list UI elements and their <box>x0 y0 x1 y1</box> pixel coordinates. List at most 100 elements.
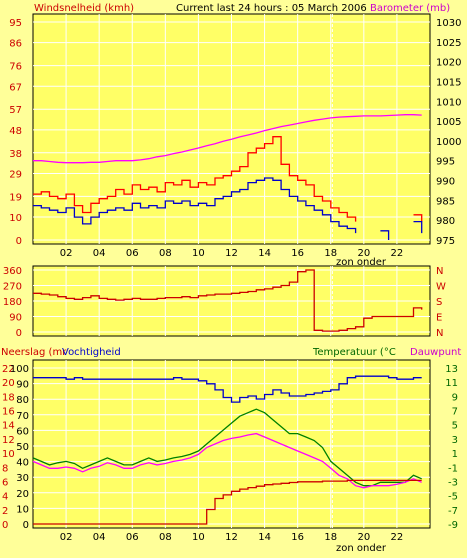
series-temperature <box>32 408 422 487</box>
hour-label-bottom: 10 <box>192 532 205 543</box>
temp-tick-label: 9 <box>452 392 458 403</box>
rain-tick-label: 6 <box>2 477 8 488</box>
temp-tick-label: -7 <box>448 506 458 517</box>
hour-label-top: 14 <box>258 248 271 259</box>
barometer-tick-label: 995 <box>436 157 455 168</box>
zon-onder-label-top: zon onder <box>336 257 387 268</box>
humidity-tick-label: 80 <box>16 395 29 406</box>
direction-tick-label: 360 <box>3 266 22 277</box>
temp-tick-label: -1 <box>448 463 458 474</box>
rain-tick-label: 8 <box>2 463 8 474</box>
hour-label-top: 22 <box>391 248 404 259</box>
direction-tick-label: 270 <box>3 282 22 293</box>
barometer-tick-label: 1015 <box>436 77 461 88</box>
humidity-tick-label: 10 <box>16 504 29 515</box>
humidity-tick-label: 30 <box>16 473 29 484</box>
humidity-tick-label: 70 <box>16 411 29 422</box>
humidity-tick-label: 0 <box>23 520 29 531</box>
hour-label-top: 10 <box>192 248 205 259</box>
hour-label-bottom: 02 <box>60 532 73 543</box>
wind-tick-label: 0 <box>16 236 22 247</box>
direction-tick-label: 0 <box>16 328 22 339</box>
series-rain <box>33 479 422 525</box>
grid-wind <box>33 14 430 244</box>
temp-tick-label: 11 <box>445 378 458 389</box>
temp-tick-label: 5 <box>452 421 458 432</box>
barometer-tick-label: 1030 <box>436 18 461 29</box>
hour-label-top: 16 <box>291 248 304 259</box>
hour-label-bottom: 20 <box>357 532 370 543</box>
humidity-tick-label: 100 <box>10 364 29 375</box>
humidity-tick-label: 60 <box>16 426 29 437</box>
rain-tick-label: 12 <box>2 435 15 446</box>
temp-tick-label: -9 <box>448 520 458 531</box>
barometer-tick-label: 1025 <box>436 38 461 49</box>
rain-tick-label: 10 <box>2 449 15 460</box>
temp-tick-label: 13 <box>445 364 458 375</box>
barometer-tick-label: 985 <box>436 196 455 207</box>
wind-tick-label: 76 <box>9 62 22 73</box>
hour-label-top: 08 <box>159 248 172 259</box>
series-wind <box>33 177 423 240</box>
rain-tick-label: 14 <box>2 421 15 432</box>
header-right-title: Barometer (mb) <box>370 3 450 14</box>
temp-tick-label: -3 <box>448 477 458 488</box>
wind-tick-label: 95 <box>9 18 22 29</box>
series-humidity <box>33 375 422 403</box>
header-rain: Neerslag (mr <box>1 347 67 358</box>
wind-tick-label: 67 <box>9 82 22 93</box>
wind-tick-label: 48 <box>9 126 22 137</box>
header-humidity: Vochtigheid <box>62 347 121 358</box>
barometer-tick-label: 1020 <box>436 58 461 69</box>
lines-humidity <box>32 375 422 525</box>
temp-tick-label: 3 <box>452 435 458 446</box>
header-dewpoint: Dauwpunt <box>410 347 461 358</box>
compass-label: N <box>436 266 443 277</box>
rain-tick-label: 18 <box>2 392 15 403</box>
header-temperature: Temperatuur (°C <box>312 347 396 358</box>
temp-tick-label: 7 <box>452 407 458 418</box>
header-left-title: Windsnelheid (kmh) <box>34 3 134 14</box>
wind-tick-label: 57 <box>9 105 22 116</box>
barometer-tick-label: 990 <box>436 177 455 188</box>
rain-tick-label: 16 <box>2 407 15 418</box>
hour-label-top: 18 <box>324 248 337 259</box>
hour-label-top: 06 <box>126 248 139 259</box>
direction-tick-label: 180 <box>3 297 22 308</box>
humidity-tick-label: 20 <box>16 489 29 500</box>
hour-label-top: 04 <box>93 248 106 259</box>
rain-tick-label: 4 <box>2 492 8 503</box>
series-dewpoint <box>32 432 422 489</box>
humidity-tick-label: 40 <box>16 458 29 469</box>
hour-label-bottom: 18 <box>324 532 337 543</box>
rain-tick-label: 20 <box>2 378 15 389</box>
wind-tick-label: 29 <box>9 169 22 180</box>
hour-label-bottom: 08 <box>159 532 172 543</box>
lines-wind <box>33 114 423 240</box>
compass-label: E <box>436 313 442 324</box>
humidity-tick-label: 50 <box>16 442 29 453</box>
hour-label-bottom: 04 <box>93 532 106 543</box>
series-direction <box>33 269 423 332</box>
barometer-tick-label: 980 <box>436 216 455 227</box>
barometer-tick-label: 1005 <box>436 117 461 128</box>
compass-label: N <box>436 328 443 339</box>
wind-tick-label: 38 <box>9 149 22 160</box>
hour-label-bottom: 22 <box>391 532 404 543</box>
rain-tick-label: 2 <box>2 506 8 517</box>
direction-tick-label: 90 <box>9 313 22 324</box>
lines-direction <box>33 269 423 332</box>
grid-direction <box>33 266 430 336</box>
compass-label: S <box>436 297 442 308</box>
temp-tick-label: -5 <box>448 492 458 503</box>
rain-tick-label: 0 <box>2 520 8 531</box>
wind-tick-label: 86 <box>9 39 22 50</box>
temp-tick-label: 1 <box>452 449 458 460</box>
barometer-tick-label: 1010 <box>436 97 461 108</box>
hour-label-top: 20 <box>357 248 370 259</box>
tick-labels: 0202040406060808101012121414161618182020… <box>2 18 461 543</box>
wind-tick-label: 19 <box>9 192 22 203</box>
barometer-tick-label: 975 <box>436 236 455 247</box>
